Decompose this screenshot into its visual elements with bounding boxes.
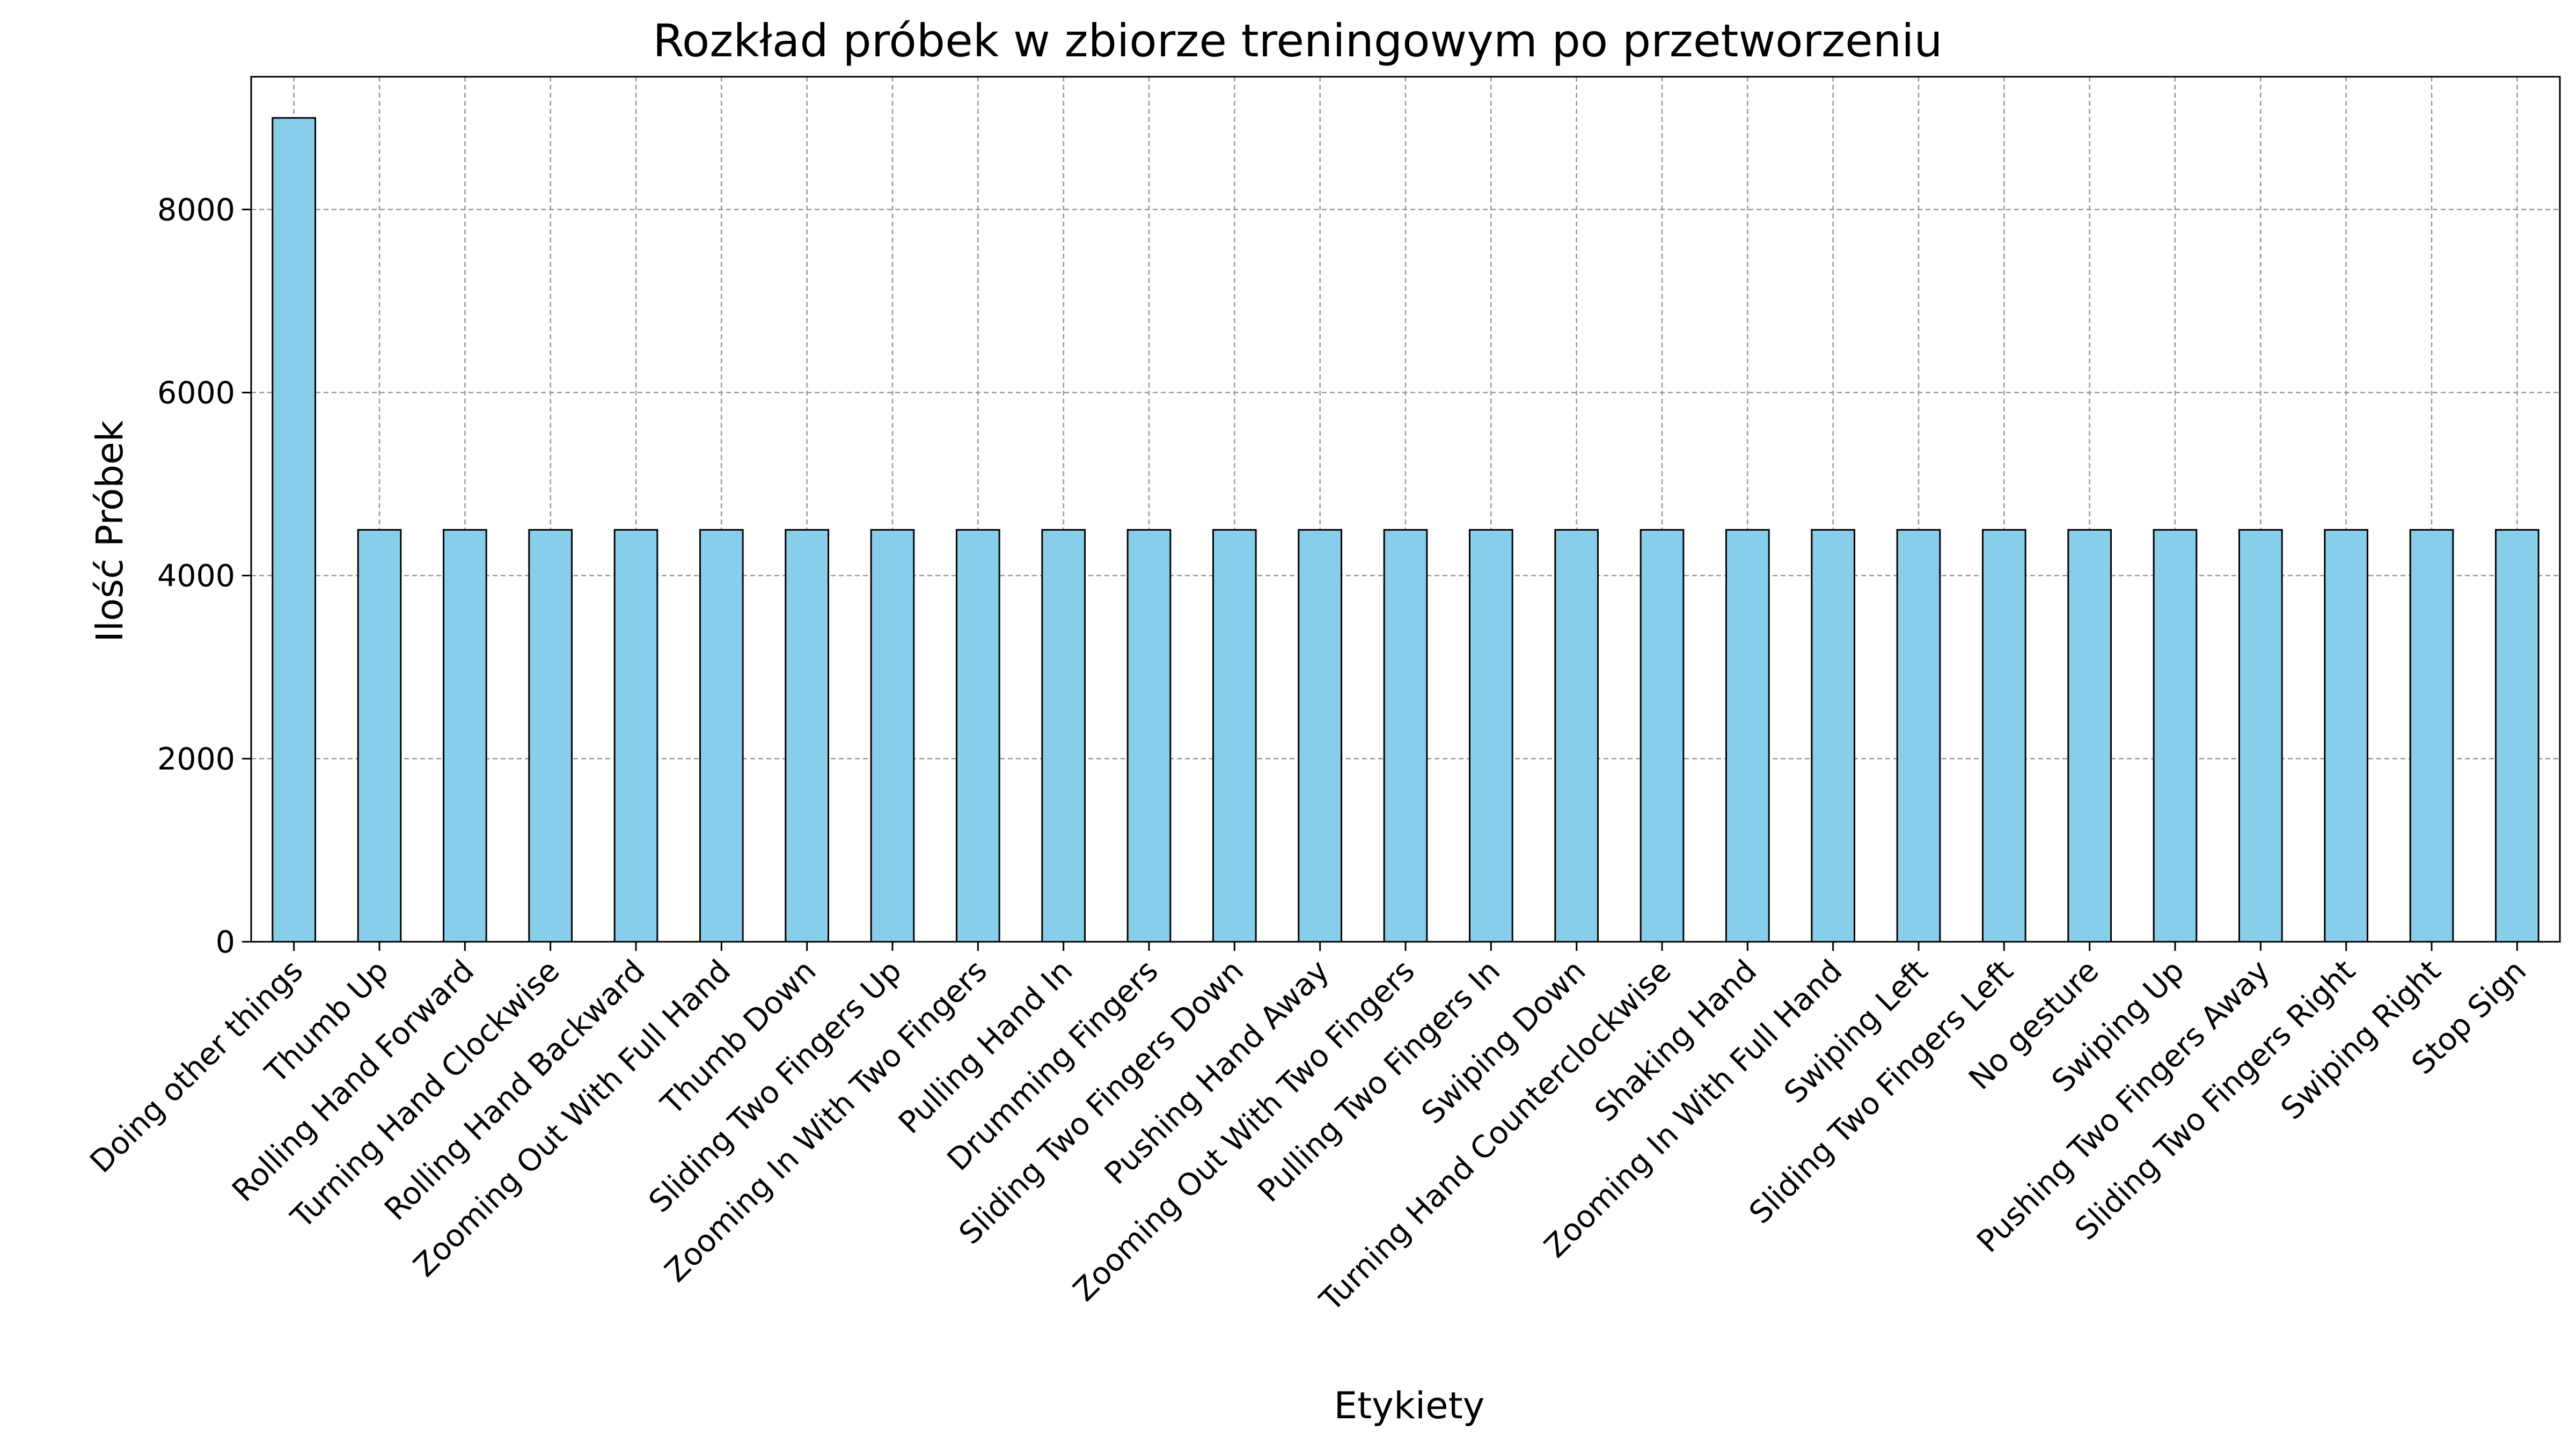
bar bbox=[1298, 529, 1342, 943]
x-axis-label: Etykiety bbox=[1334, 1384, 1485, 1427]
x-tick-label: Thumb Down bbox=[654, 953, 823, 1122]
bar bbox=[956, 529, 1000, 943]
bar bbox=[870, 529, 915, 943]
bar bbox=[785, 529, 830, 943]
y-tick-label: 8000 bbox=[157, 192, 235, 228]
bar bbox=[1126, 529, 1172, 943]
bar bbox=[357, 529, 402, 943]
bar bbox=[613, 529, 658, 943]
bar bbox=[1811, 529, 1855, 943]
y-axis-label: Ilość Próbek bbox=[89, 420, 131, 642]
bar bbox=[2324, 529, 2369, 943]
bar bbox=[2238, 529, 2283, 943]
bar bbox=[1212, 529, 1257, 943]
bar bbox=[2153, 529, 2198, 943]
bar bbox=[1982, 529, 2026, 943]
bar bbox=[1640, 529, 1685, 943]
y-tick-label: 4000 bbox=[157, 559, 235, 594]
y-axis-ticks: 0 2000 4000 6000 8000 bbox=[157, 192, 251, 960]
chart-title: Rozkład próbek w zbiorze treningowym po … bbox=[653, 14, 1942, 67]
bar bbox=[2409, 529, 2454, 943]
bar bbox=[699, 529, 744, 943]
bar bbox=[528, 529, 573, 943]
bar bbox=[443, 529, 487, 943]
bar bbox=[2067, 529, 2112, 943]
bars bbox=[272, 117, 2540, 943]
y-tick-label: 0 bbox=[216, 925, 235, 960]
bar bbox=[1469, 529, 1513, 943]
bar bbox=[1041, 529, 1086, 943]
bar bbox=[272, 117, 317, 943]
bar bbox=[1383, 529, 1428, 943]
bar bbox=[1896, 529, 1941, 943]
y-tick-label: 2000 bbox=[157, 742, 235, 777]
y-tick-label: 6000 bbox=[157, 376, 235, 411]
bar bbox=[1554, 529, 1599, 943]
bar bbox=[1725, 529, 1770, 943]
bar bbox=[2495, 529, 2540, 943]
